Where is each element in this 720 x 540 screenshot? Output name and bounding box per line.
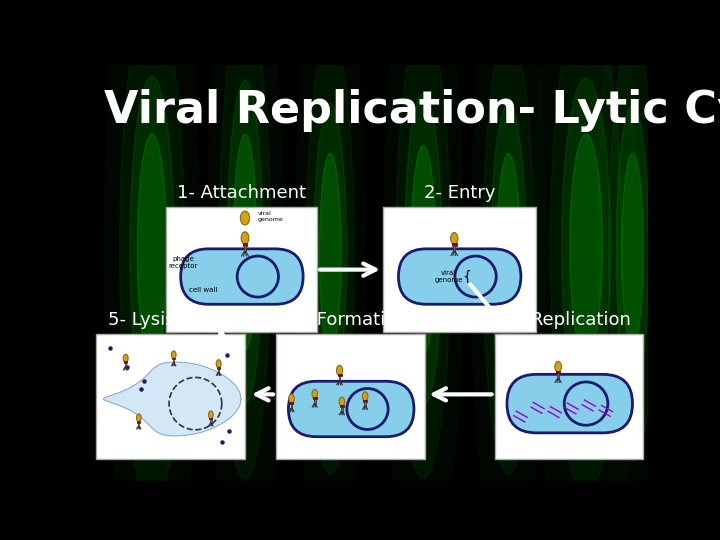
Bar (364, 401, 366, 406)
Bar (557, 373, 559, 379)
Bar (341, 407, 343, 411)
Ellipse shape (241, 232, 249, 244)
Text: viral
genome: viral genome (258, 211, 283, 222)
Ellipse shape (120, 0, 184, 504)
Bar (138, 421, 140, 422)
Polygon shape (104, 362, 241, 436)
Ellipse shape (570, 134, 602, 357)
Bar (172, 357, 175, 359)
FancyBboxPatch shape (166, 207, 317, 332)
Bar (125, 363, 126, 367)
Bar (314, 399, 315, 404)
Ellipse shape (314, 103, 346, 403)
Bar (364, 400, 367, 402)
Text: 4- Formation: 4- Formation (293, 311, 408, 329)
Ellipse shape (550, 0, 622, 491)
Ellipse shape (405, 93, 442, 406)
Ellipse shape (320, 153, 341, 354)
Ellipse shape (312, 389, 318, 399)
FancyBboxPatch shape (507, 374, 632, 433)
Ellipse shape (555, 361, 562, 372)
Bar (452, 243, 456, 246)
Bar (340, 405, 343, 407)
Ellipse shape (123, 354, 128, 362)
Bar (210, 418, 212, 420)
Text: 1- Attachment: 1- Attachment (177, 184, 306, 202)
Ellipse shape (497, 153, 520, 354)
Ellipse shape (233, 134, 256, 350)
Ellipse shape (339, 397, 345, 406)
Ellipse shape (562, 78, 611, 413)
Bar (210, 419, 212, 423)
Ellipse shape (209, 411, 213, 418)
FancyBboxPatch shape (289, 381, 414, 437)
Bar (338, 376, 341, 381)
Bar (217, 367, 220, 369)
Bar (218, 368, 220, 373)
FancyBboxPatch shape (383, 207, 536, 332)
Bar (291, 403, 292, 409)
Ellipse shape (608, 38, 657, 461)
FancyBboxPatch shape (398, 249, 521, 304)
Ellipse shape (220, 5, 271, 479)
Bar (556, 371, 560, 373)
Ellipse shape (137, 414, 141, 422)
Bar (243, 243, 248, 246)
Ellipse shape (451, 233, 458, 244)
FancyBboxPatch shape (96, 334, 245, 459)
Ellipse shape (130, 76, 174, 423)
Bar (173, 359, 174, 363)
FancyBboxPatch shape (495, 334, 644, 459)
FancyBboxPatch shape (276, 334, 425, 459)
Bar (313, 397, 317, 400)
Ellipse shape (138, 134, 167, 365)
Text: {: { (462, 269, 471, 284)
Bar (244, 245, 246, 252)
Ellipse shape (336, 366, 343, 375)
Ellipse shape (171, 351, 176, 359)
Bar (124, 361, 127, 363)
FancyBboxPatch shape (181, 249, 303, 304)
Bar (454, 245, 455, 252)
Text: phage
receptor: phage receptor (168, 256, 198, 269)
Ellipse shape (307, 33, 354, 474)
Ellipse shape (621, 153, 644, 346)
Text: viral
genome: viral genome (435, 270, 463, 283)
Bar (338, 374, 341, 376)
Text: cell wall: cell wall (189, 287, 217, 293)
Ellipse shape (616, 105, 649, 394)
Ellipse shape (396, 21, 451, 478)
Bar (289, 402, 293, 404)
Ellipse shape (491, 103, 526, 403)
Bar (138, 422, 140, 426)
Ellipse shape (362, 392, 368, 401)
Ellipse shape (240, 211, 250, 225)
Text: 3- Replication: 3- Replication (507, 311, 631, 329)
Ellipse shape (228, 80, 262, 403)
Ellipse shape (483, 33, 534, 474)
Ellipse shape (289, 394, 294, 403)
Text: 5- Lysis: 5- Lysis (108, 311, 174, 329)
Ellipse shape (216, 360, 221, 368)
Text: 2- Entry: 2- Entry (424, 184, 495, 202)
Text: Viral Replication- Lytic Cycle: Viral Replication- Lytic Cycle (104, 90, 720, 132)
Ellipse shape (411, 146, 436, 354)
